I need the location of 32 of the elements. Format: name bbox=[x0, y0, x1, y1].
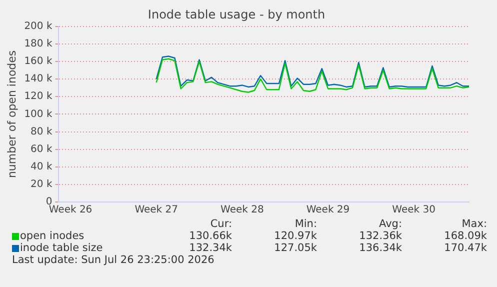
text: Max: bbox=[460, 218, 487, 230]
text: Cur: bbox=[209, 218, 232, 230]
y-tick-label: 160 k bbox=[24, 56, 52, 68]
y-tick-label: 20 k bbox=[30, 179, 52, 190]
text: Avg: bbox=[378, 218, 402, 230]
text: Min: bbox=[294, 218, 317, 230]
text: 132.34k bbox=[188, 242, 232, 254]
text: 120.97k bbox=[273, 230, 317, 242]
x-tick-label: Week 26 bbox=[48, 204, 92, 216]
x-tick-label: Week 30 bbox=[392, 204, 436, 216]
text: 168.09k bbox=[443, 230, 487, 242]
text: Last update: Sun Jul 26 23:25:00 2026 bbox=[12, 254, 216, 266]
y-tick-label: 80 k bbox=[30, 126, 52, 138]
chart-title: Inode table usage - by month bbox=[148, 7, 326, 22]
text: 170.47k bbox=[443, 242, 487, 254]
y-tick-label: 140 k bbox=[24, 74, 52, 85]
y-tick-label: 60 k bbox=[30, 144, 52, 155]
legend-label: open inodes bbox=[19, 230, 86, 242]
y-tick-label: 100 k bbox=[24, 108, 52, 120]
text: 132.36k bbox=[358, 230, 402, 242]
y-tick-label: 200 k bbox=[24, 20, 52, 32]
y-tick-label: 40 k bbox=[30, 161, 52, 172]
y-axis-title: number of open inodes bbox=[5, 50, 18, 178]
legend-label: inode table size bbox=[19, 242, 104, 254]
x-tick-label: Week 29 bbox=[306, 204, 350, 216]
x-tick-label: Week 27 bbox=[134, 204, 178, 216]
text: 130.66k bbox=[188, 230, 232, 242]
x-tick-label: Week 28 bbox=[220, 204, 264, 216]
text: 127.05k bbox=[273, 242, 317, 254]
y-tick-label: 120 k bbox=[24, 91, 52, 102]
y-tick-label: 180 k bbox=[24, 38, 52, 50]
text: 136.34k bbox=[358, 242, 402, 254]
